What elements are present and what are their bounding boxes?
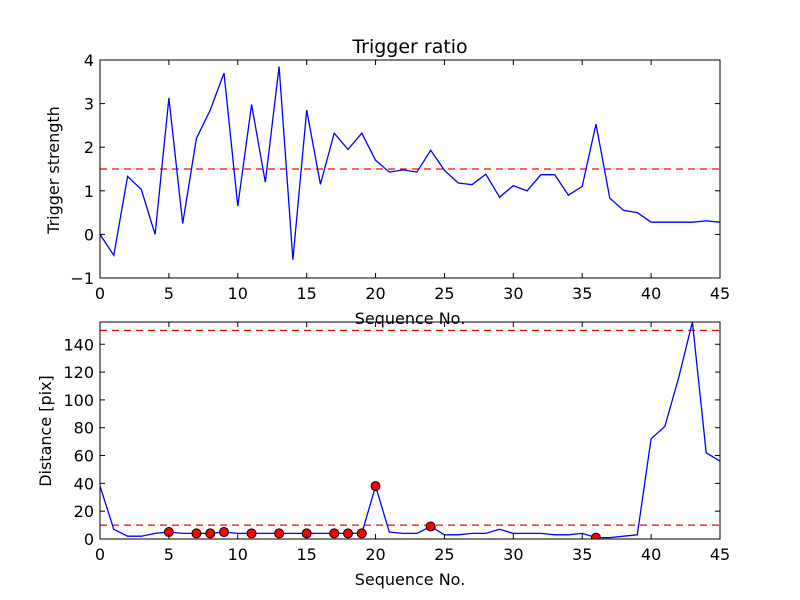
data-point-marker — [356, 528, 367, 539]
y-tick-label: 0 — [84, 530, 94, 549]
distance-axes: Sequence No. Distance [pix] 0 5 10 15 20 25 30… — [36, 321, 730, 589]
data-point-marker — [425, 521, 436, 532]
y-tick-label: 2 — [84, 138, 94, 157]
y-tick-label: 3 — [84, 95, 94, 114]
x-tick-label: 45 — [710, 545, 730, 564]
y-tick-label: 20 — [74, 502, 94, 521]
x-tick-label: 35 — [572, 545, 592, 564]
plot-frame — [99, 59, 721, 279]
plot-frame — [99, 321, 721, 540]
x-tick-label: 10 — [228, 545, 248, 564]
x-tick-label: 20 — [365, 284, 385, 303]
y-tick-label: 120 — [63, 363, 94, 382]
data-point-marker — [205, 528, 216, 539]
y-tick-label: 4 — [84, 51, 94, 70]
data-point-marker — [370, 481, 381, 492]
x-tick-label: 40 — [641, 545, 661, 564]
data-point-marker — [191, 528, 202, 539]
x-tick-label: 5 — [164, 545, 174, 564]
data-point-marker — [246, 528, 257, 539]
series-line — [100, 322, 720, 539]
x-tick-label: 5 — [164, 284, 174, 303]
x-tick-label: 25 — [434, 284, 454, 303]
markers — [163, 481, 601, 539]
y-axis-label: Distance [pix] — [36, 375, 55, 487]
x-tick-label: 0 — [95, 545, 105, 564]
data-point-marker — [591, 532, 601, 539]
series-lines — [100, 322, 720, 539]
y-tick-label: 40 — [74, 474, 94, 493]
x-tick-label: 35 — [572, 284, 592, 303]
ticks: 0 5 10 15 20 25 30 35 40 45 0 20 40 60 80 100 120 140 — [63, 322, 730, 564]
data-point-marker — [343, 528, 353, 539]
x-axis-label: Sequence No. — [355, 309, 466, 328]
x-tick-label: 45 — [710, 284, 730, 303]
series-line — [100, 66, 720, 260]
trigger-ratio-axes: Trigger ratio Sequence No. Trigger stren… — [44, 36, 730, 328]
y-tick-label: 80 — [74, 419, 94, 438]
x-tick-label: 15 — [296, 545, 316, 564]
x-tick-label: 25 — [434, 545, 454, 564]
y-tick-label: 100 — [63, 391, 94, 410]
x-tick-label: 40 — [641, 284, 661, 303]
chart-title: Trigger ratio — [351, 36, 467, 58]
x-axis-label: Sequence No. — [355, 570, 466, 589]
y-tick-label: −1 — [70, 269, 94, 288]
x-tick-label: 15 — [296, 284, 316, 303]
threshold-lines — [100, 329, 720, 526]
x-tick-label: 30 — [503, 284, 523, 303]
x-tick-label: 20 — [365, 545, 385, 564]
data-point-marker — [329, 528, 340, 539]
x-tick-label: 30 — [503, 545, 523, 564]
x-tick-label: 10 — [228, 284, 248, 303]
y-tick-label: 60 — [74, 447, 94, 466]
y-tick-label: 1 — [84, 182, 94, 201]
data-point-marker — [219, 527, 229, 538]
y-tick-label: 0 — [84, 225, 94, 244]
series-lines — [100, 66, 720, 260]
data-point-marker — [274, 528, 285, 539]
x-tick-label: 0 — [95, 284, 105, 303]
y-tick-label: 140 — [63, 335, 94, 354]
y-axis-label: Trigger strength — [44, 106, 63, 235]
